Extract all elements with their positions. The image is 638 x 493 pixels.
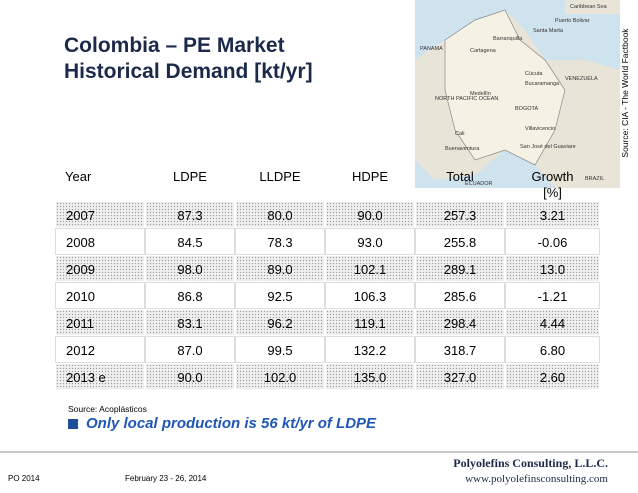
table-cell: 4.44 [505, 309, 600, 336]
map: Puerto Bolivar Santa Marta Barranquilla Car… [415, 0, 620, 188]
footer-date: February 23 - 26, 2014 [125, 474, 207, 483]
map-label: Cali [455, 131, 464, 137]
divider [0, 451, 638, 453]
table-cell: 87.3 [145, 201, 235, 228]
table-cell: 92.5 [235, 282, 325, 309]
map-label: ECUADOR [465, 181, 493, 187]
table-cell: 13.0 [505, 255, 600, 282]
table-cell: 2009 [55, 255, 145, 282]
table-cell: 2008 [55, 228, 145, 255]
map-label: VENEZUELA [565, 76, 598, 82]
map-label: NORTH PACIFIC OCEAN [435, 96, 498, 102]
map-label: Cartagena [470, 48, 497, 54]
map-label: Puerto Bolivar [555, 18, 590, 24]
table-cell: 289.1 [415, 255, 505, 282]
table-cell: 255.8 [415, 228, 505, 255]
map-label: BOGOTA [515, 106, 538, 112]
map-label: Medellín [470, 91, 491, 97]
table-cell: 93.0 [325, 228, 415, 255]
map-labels: Puerto Bolivar Santa Marta Barranquilla Car… [420, 4, 608, 187]
table-cell: 6.80 [505, 336, 600, 363]
table-cell: 80.0 [235, 201, 325, 228]
map-label: BRAZIL [585, 176, 604, 182]
table-cell: 257.3 [415, 201, 505, 228]
table-cell: 327.0 [415, 363, 505, 390]
table-cell: 132.2 [325, 336, 415, 363]
table-cell: 98.0 [145, 255, 235, 282]
table-cell: 90.0 [325, 201, 415, 228]
table-cell: 106.3 [325, 282, 415, 309]
header-cell: Year [65, 169, 92, 184]
map-label: Villavicencio [525, 126, 555, 132]
footer-company: Polyolefins Consulting, L.L.C. [453, 456, 608, 470]
bullet-text: Only local production is 56 kt/yr of LDP… [86, 415, 377, 432]
map-label: Santa Marta [533, 28, 564, 34]
bullet-marker [68, 419, 78, 429]
title-line: Colombia – PE Market [64, 34, 285, 57]
table-cell: 2013 e [55, 363, 145, 390]
table-cell: 2007 [55, 201, 145, 228]
table-cell: -1.21 [505, 282, 600, 309]
map-source-box: Source: CIA - The World Factbook [618, 5, 632, 185]
table-cell: 90.0 [145, 363, 235, 390]
table-cell: 298.4 [415, 309, 505, 336]
map-colombia [444, 9, 566, 166]
table-cell: 86.8 [145, 282, 235, 309]
table-cell: 318.7 [415, 336, 505, 363]
table-cell: 83.1 [145, 309, 235, 336]
table-cell: -0.06 [505, 228, 600, 255]
map-inset [565, 0, 620, 14]
map-label: Buenaventura [445, 146, 480, 152]
map-label: San José del Guaviare [520, 144, 576, 150]
table-cell: 96.2 [235, 309, 325, 336]
table-cell: 2010 [55, 282, 145, 309]
table-cell: 2012 [55, 336, 145, 363]
table-source: Source: Acoplásticos [68, 404, 147, 414]
table-cell: 87.0 [145, 336, 235, 363]
table-cell: 285.6 [415, 282, 505, 309]
map-label: Cúcuta [525, 71, 543, 77]
table-cell: 84.5 [145, 228, 235, 255]
table-cell: 119.1 [325, 309, 415, 336]
table: Year LDPE LLDPE HDPE Total Growth [%] 2007 87.3… [55, 165, 600, 390]
table-cell: 102.0 [235, 363, 325, 390]
table-cell: 2011 [55, 309, 145, 336]
map-label: Caribbean Sea [570, 4, 608, 10]
header-cell: Growth [%] [531, 169, 574, 200]
footer-left: PO 2014 [8, 474, 40, 483]
table-cell: 135.0 [325, 363, 415, 390]
title-line: Historical Demand [kt/yr] [64, 60, 313, 83]
map-label: PANAMA [420, 46, 443, 52]
map-label: Barranquilla [493, 36, 523, 42]
map-label: Bucaramanga [525, 81, 560, 87]
footer-url: www.polyolefinsconsulting.com [465, 473, 608, 485]
header-cell: HDPE [351, 169, 389, 184]
header-cell: Total [446, 169, 474, 184]
table-cell: 2.60 [505, 363, 600, 390]
map-source: Source: CIA - The World Factbook [620, 28, 630, 158]
header-cell: LDPE [173, 169, 207, 184]
table-cell: 3.21 [505, 201, 600, 228]
header-cell: LLDPE [259, 169, 301, 184]
table-cell: 102.1 [325, 255, 415, 282]
table-cell: 89.0 [235, 255, 325, 282]
table-cell: 99.5 [235, 336, 325, 363]
table-cell: 78.3 [235, 228, 325, 255]
